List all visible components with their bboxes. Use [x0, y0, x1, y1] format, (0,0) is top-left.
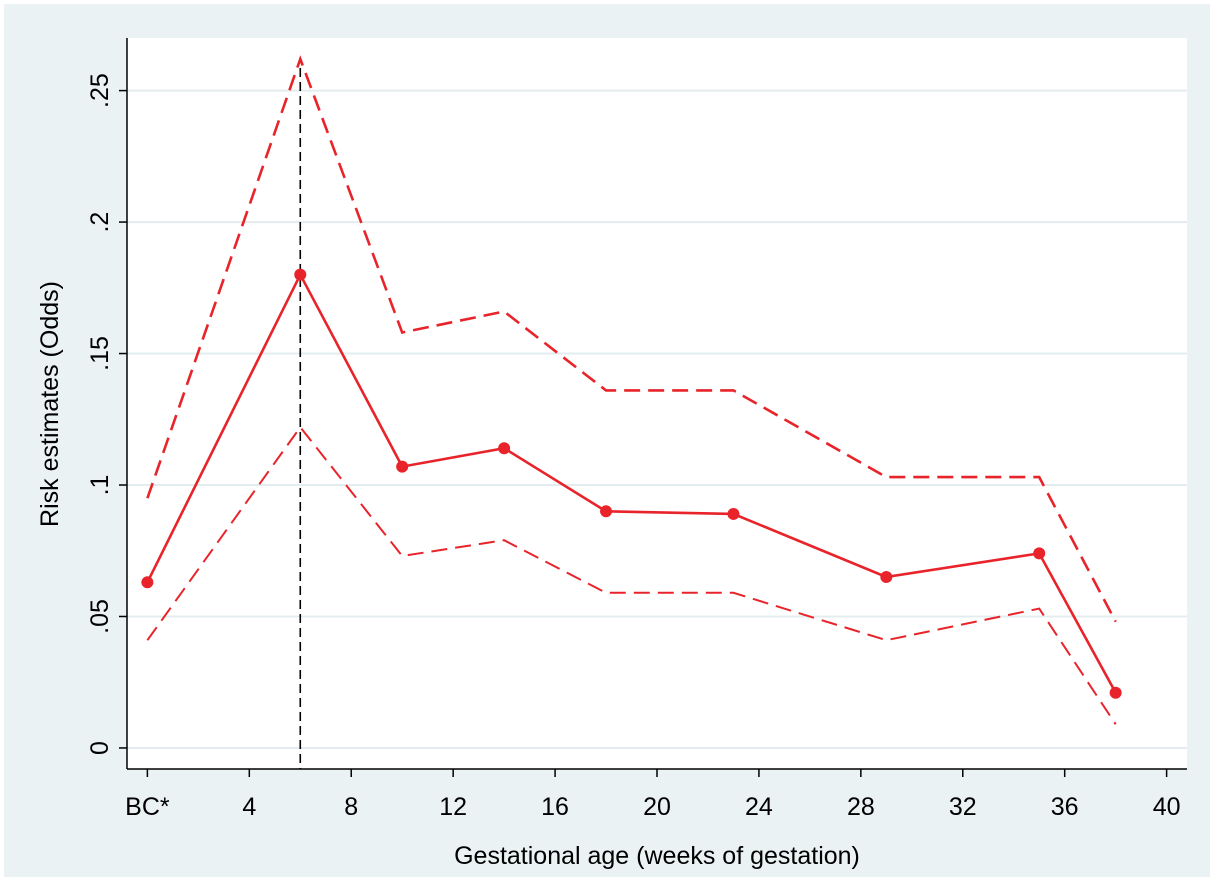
chart-frame: BC* 4 8 12 16 20 24 28 32 36 40 0 .05 .1 .15 .2 .25 Ges… [4, 4, 1210, 877]
y-tick-label-5: .25 [86, 73, 114, 108]
data-point-estimate-1 [294, 268, 307, 281]
data-point-estimate-3 [498, 442, 511, 455]
x-tick-label-5: 20 [643, 793, 671, 821]
x-tick-label-0: BC* [125, 793, 170, 821]
y-tick-label-3: .15 [86, 336, 114, 371]
y-axis-title: Risk estimates (Odds) [36, 281, 64, 527]
data-point-estimate-2 [396, 460, 409, 473]
y-axis-ticks: 0 .05 .1 .15 .2 .25 [86, 73, 127, 755]
plot-area [127, 38, 1187, 769]
x-tick-label-4: 16 [541, 793, 569, 821]
x-tick-label-8: 32 [949, 793, 977, 821]
x-tick-label-10: 40 [1153, 793, 1181, 821]
data-point-estimate-6 [880, 571, 893, 584]
y-tick-label-4: .2 [86, 212, 114, 233]
x-tick-label-2: 8 [344, 793, 358, 821]
data-point-estimate-7 [1033, 547, 1046, 560]
x-tick-label-9: 36 [1051, 793, 1079, 821]
y-tick-label-2: .1 [86, 475, 114, 496]
y-tick-label-1: .05 [86, 599, 114, 634]
gridlines [127, 89, 1187, 749]
x-tick-label-7: 28 [847, 793, 875, 821]
series-line-upper-ci [146, 55, 1117, 623]
series-line-lower-ci [146, 425, 1117, 725]
line-chart: BC* 4 8 12 16 20 24 28 32 36 40 0 .05 .1 .15 .2 .25 Ges… [36, 38, 1187, 870]
series-group [141, 55, 1122, 725]
data-point-estimate-5 [727, 507, 740, 520]
y-tick-label-0: 0 [86, 741, 114, 755]
data-point-estimate-4 [600, 505, 613, 518]
x-axis-title: Gestational age (weeks of gestation) [454, 842, 860, 870]
x-tick-label-3: 12 [439, 793, 467, 821]
data-point-estimate-0 [141, 576, 154, 589]
x-tick-label-6: 24 [745, 793, 773, 821]
x-axis-ticks: BC* 4 8 12 16 20 24 28 32 36 40 [125, 769, 1181, 821]
x-tick-label-1: 4 [242, 793, 256, 821]
data-point-estimate-8 [1109, 686, 1122, 699]
